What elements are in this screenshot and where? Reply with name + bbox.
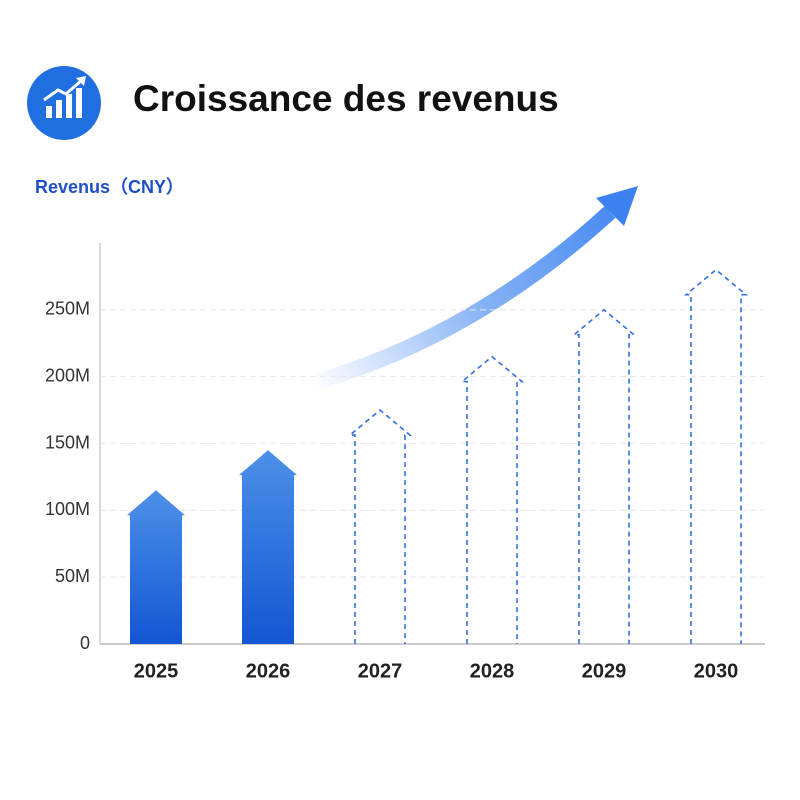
y-tick-label: 0 (80, 633, 90, 653)
bar (459, 355, 525, 644)
x-tick-label: 2030 (694, 660, 739, 682)
bar (347, 409, 413, 644)
y-tick-label: 100M (45, 499, 90, 519)
y-tick-label: 150M (45, 432, 90, 452)
bar (683, 268, 749, 644)
chart-title: Croissance des revenus (133, 78, 559, 119)
y-axis-label: Revenus（CNY） (35, 177, 184, 197)
y-tick-label: 250M (45, 299, 90, 319)
x-tick-label: 2027 (358, 660, 403, 682)
x-tick-label: 2025 (134, 660, 179, 682)
y-tick-label: 50M (55, 566, 90, 586)
y-tick-label: 200M (45, 365, 90, 385)
x-tick-label: 2026 (246, 660, 291, 682)
x-tick-label: 2028 (470, 660, 515, 682)
bar (127, 490, 185, 644)
bar (571, 308, 637, 644)
x-tick-label: 2029 (582, 660, 627, 682)
title-icon (27, 66, 101, 140)
trend-arrow (302, 186, 638, 393)
bar (239, 450, 297, 644)
